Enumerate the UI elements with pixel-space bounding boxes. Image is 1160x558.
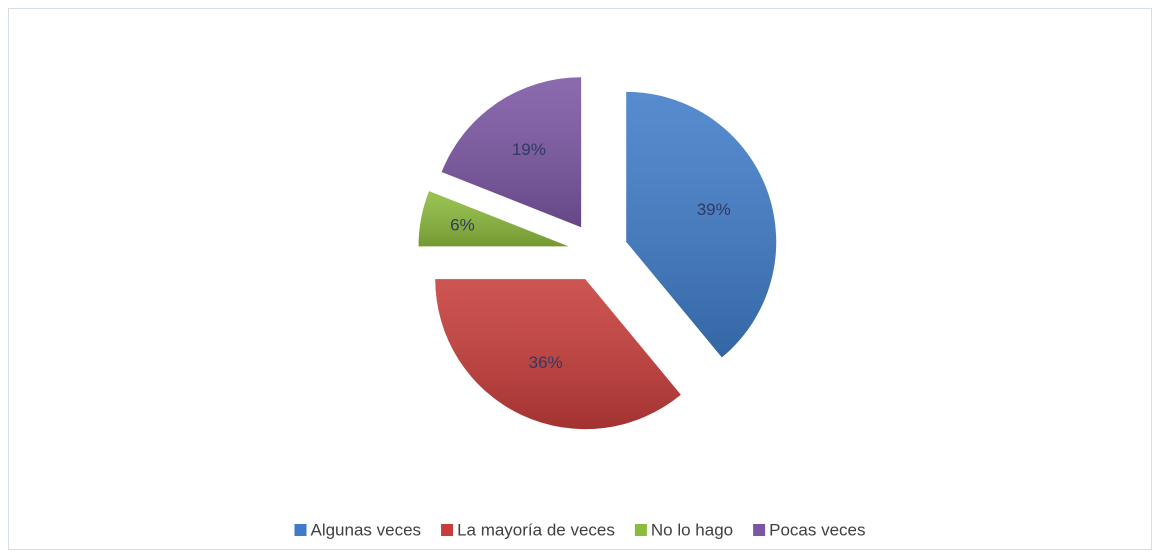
- legend-swatch: [294, 524, 307, 536]
- data-label: 19%: [512, 140, 546, 159]
- legend-label: La mayoría de veces: [457, 520, 615, 539]
- legend-swatch: [753, 524, 766, 536]
- slice-shade: [435, 279, 681, 430]
- legend-swatch: [634, 524, 647, 536]
- legend-label: Algunas veces: [310, 520, 421, 539]
- legend-label: Pocas veces: [769, 520, 865, 539]
- slice-shade: [441, 77, 582, 228]
- data-label: 39%: [697, 200, 731, 219]
- legend-label: No lo hago: [651, 520, 733, 539]
- data-label: 36%: [529, 353, 563, 372]
- data-label: 6%: [450, 216, 475, 235]
- slice-shade: [626, 91, 777, 358]
- slice-shade: [418, 191, 569, 247]
- legend-swatch: [441, 524, 454, 536]
